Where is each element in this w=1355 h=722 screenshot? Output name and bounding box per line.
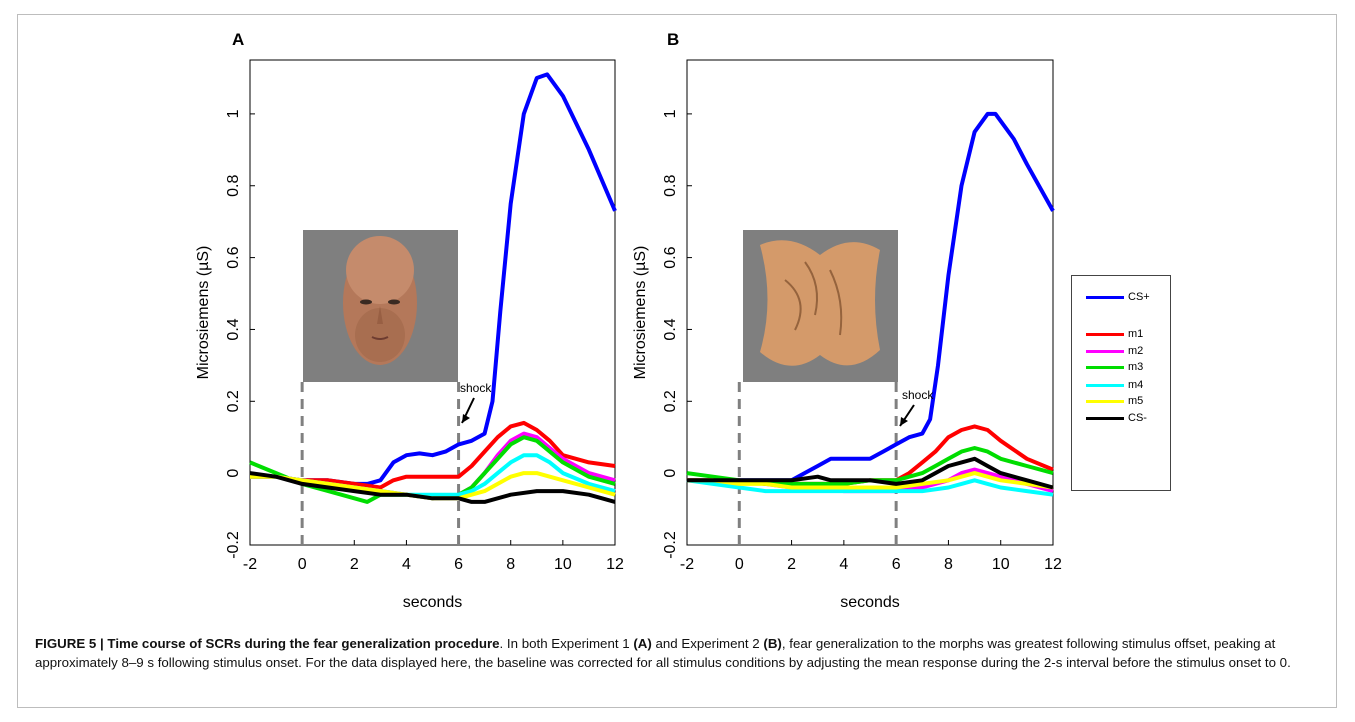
legend-swatch xyxy=(1086,349,1124,353)
legend-swatch xyxy=(1086,416,1124,420)
x-tick-label: 0 xyxy=(735,556,744,573)
x-axis-label: seconds xyxy=(403,594,463,611)
legend-item: CS- xyxy=(1086,411,1147,425)
legend-label: m5 xyxy=(1128,395,1144,407)
y-tick-label: 0.6 xyxy=(662,246,679,268)
series-line-m5 xyxy=(687,471,1054,490)
y-tick-label: -0.2 xyxy=(662,531,679,559)
plot-frame xyxy=(249,59,616,546)
shock-annotation: shock xyxy=(902,388,934,402)
shock-arrowhead xyxy=(462,414,470,423)
x-tick-label: 4 xyxy=(839,556,848,573)
legend-item: m3 xyxy=(1086,360,1143,374)
x-tick-label: 12 xyxy=(1044,556,1062,573)
series-line-csminus xyxy=(687,456,1054,490)
caption-ref-b: (B) xyxy=(763,636,782,651)
y-tick-label: 0.2 xyxy=(662,390,679,412)
panel-letter-a: A xyxy=(232,30,245,49)
legend-item: m2 xyxy=(1086,344,1143,358)
x-tick-label: 6 xyxy=(454,556,463,573)
x-tick-label: -2 xyxy=(243,556,257,573)
x-tick-label: 8 xyxy=(944,556,953,573)
x-tick-label: 2 xyxy=(350,556,359,573)
x-tick-label: 8 xyxy=(506,556,515,573)
y-axis-label: Microsiemens (µS) xyxy=(195,246,212,380)
y-tick-label: -0.2 xyxy=(225,531,242,559)
y-tick-label: 0 xyxy=(225,469,242,478)
y-tick-label: 0.6 xyxy=(225,246,242,268)
y-tick-label: 0 xyxy=(662,469,679,478)
legend-swatch xyxy=(1086,399,1124,403)
series-line-m1 xyxy=(250,420,616,490)
series-line-m5 xyxy=(250,471,616,501)
legend-label: m3 xyxy=(1128,361,1144,373)
x-axis-label: seconds xyxy=(840,594,900,611)
caption-figure-label: FIGURE 5 | Time course of SCRs during th… xyxy=(35,636,500,651)
series-line-csminus xyxy=(249,471,616,504)
legend-item: m5 xyxy=(1086,394,1143,408)
caption-text-1: . In both Experiment 1 xyxy=(499,636,634,651)
legend-item: m4 xyxy=(1086,378,1143,392)
panel-letter-b: B xyxy=(667,30,680,49)
legend-item: m1 xyxy=(1086,327,1143,341)
x-tick-label: 0 xyxy=(298,556,307,573)
y-tick-label: 0.8 xyxy=(662,175,679,197)
y-tick-label: 0.2 xyxy=(225,390,242,412)
plot-frame xyxy=(686,59,1054,546)
chart-panel-a: -2 0 2 4 6 8 10 12 -0.2 0 0.2 0.4 0.6 0.8 1 seconds Micr… xyxy=(195,59,624,611)
y-tick-label: 0.8 xyxy=(225,175,242,197)
x-tick-label: 6 xyxy=(892,556,901,573)
figure-caption: FIGURE 5 | Time course of SCRs during th… xyxy=(35,634,1325,672)
legend-label: CS+ xyxy=(1128,291,1150,303)
shock-annotation: shock xyxy=(460,381,492,395)
shock-arrowhead xyxy=(900,417,908,426)
legend-swatch xyxy=(1086,295,1124,299)
figure-frame xyxy=(17,14,1337,708)
caption-text-2: and Experiment 2 xyxy=(651,636,764,651)
x-tick-label: 10 xyxy=(992,556,1010,573)
y-tick-label: 1 xyxy=(662,109,679,118)
y-tick-label: 1 xyxy=(225,109,242,118)
x-tick-label: 4 xyxy=(402,556,411,573)
legend-swatch xyxy=(1086,332,1124,336)
x-tick-label: 10 xyxy=(554,556,572,573)
legend-label: CS- xyxy=(1128,412,1147,424)
inset-face-image xyxy=(303,230,458,382)
legend: CS+ m1 m2 m3 m4 m5 CS- xyxy=(1071,275,1171,491)
series-line-m4 xyxy=(686,478,1054,497)
legend-label: m2 xyxy=(1128,345,1144,357)
caption-text-3: , fear generalization to the morphs was … xyxy=(35,636,1291,670)
legend-item: CS+ xyxy=(1086,290,1150,304)
x-tick-label: 2 xyxy=(787,556,796,573)
legend-swatch xyxy=(1086,383,1124,387)
x-tick-label: -2 xyxy=(680,556,694,573)
caption-ref-a: (A) xyxy=(633,636,652,651)
inset-blob-image xyxy=(743,230,898,382)
legend-label: m4 xyxy=(1128,379,1144,391)
x-tick-label: 12 xyxy=(606,556,624,573)
legend-label: m1 xyxy=(1128,328,1144,340)
series-line-m2 xyxy=(250,431,616,501)
y-axis-label: Microsiemens (µS) xyxy=(632,246,649,380)
y-tick-label: 0.4 xyxy=(662,318,679,340)
legend-swatch xyxy=(1086,365,1124,369)
chart-panel-b: -2 0 2 4 6 8 10 12 -0.2 0 0.2 0.4 0.6 0.8 1 seconds Micr… xyxy=(632,59,1062,611)
y-tick-label: 0.4 xyxy=(225,318,242,340)
